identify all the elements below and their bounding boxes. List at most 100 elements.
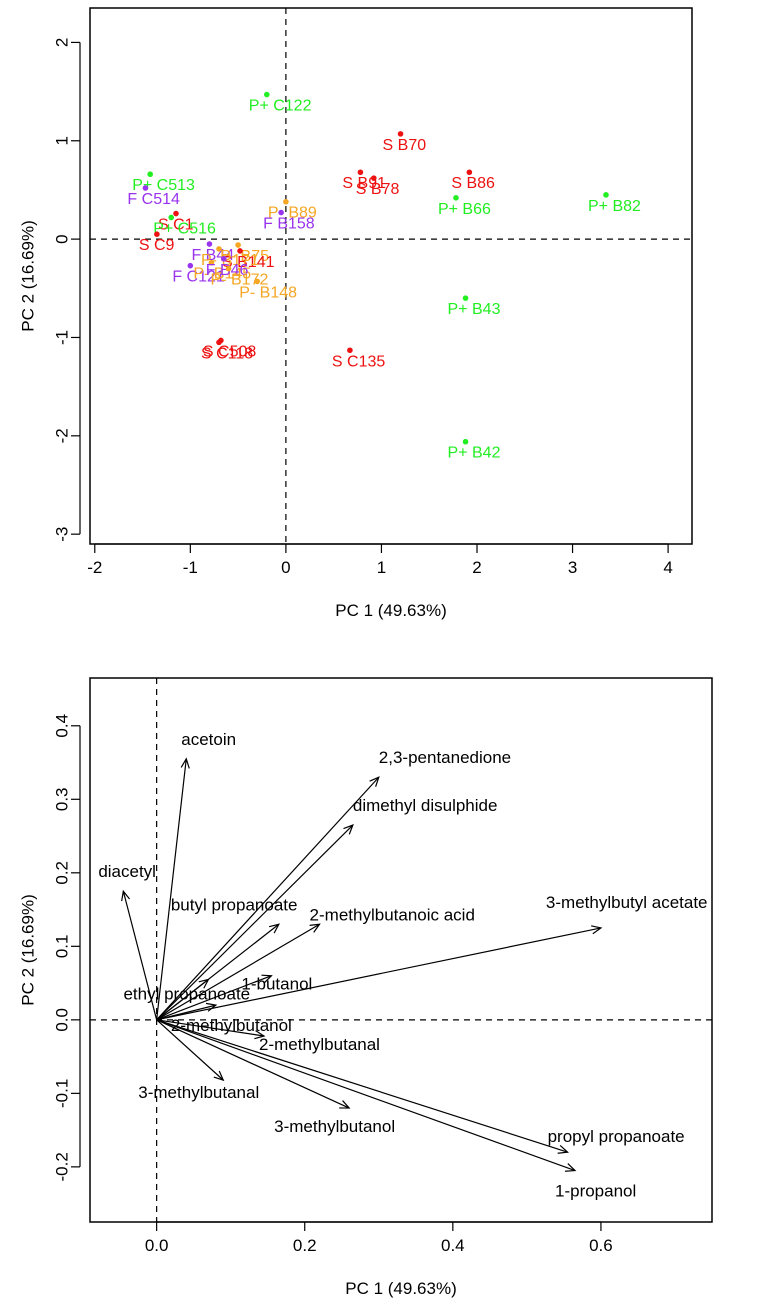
score-point-label: S C9 bbox=[139, 237, 175, 254]
loading-label: propyl propanoate bbox=[548, 1127, 685, 1146]
loading-arrowhead bbox=[213, 1070, 225, 1082]
loading-vector bbox=[122, 891, 158, 1020]
x-tick-label: 4 bbox=[663, 558, 672, 577]
loading-biplot: 0.0 0.2 0.4 0.6 -0.2 -0.1 0.0 0.1 0.2 0.3 0.4 PC 1 … bbox=[19, 677, 713, 1298]
score-point-label: P+ B66 bbox=[438, 201, 491, 218]
score-point-label: S B86 bbox=[451, 175, 495, 192]
score-point-label: P- B172 bbox=[211, 272, 269, 289]
loading-arrowhead bbox=[339, 1100, 351, 1109]
score-point bbox=[347, 347, 353, 354]
x-tick-label: -1 bbox=[183, 558, 198, 577]
loading-label: 3-methylbutyl acetate bbox=[546, 893, 708, 912]
loading-arrowhead bbox=[180, 757, 190, 769]
score-point bbox=[154, 231, 160, 238]
score-point bbox=[187, 262, 194, 269]
loading-vector bbox=[156, 1019, 224, 1081]
score-point bbox=[208, 259, 215, 266]
loading-vector bbox=[156, 975, 272, 1021]
score-point-label: F C121 bbox=[172, 269, 225, 286]
score-point bbox=[225, 265, 232, 272]
score-point bbox=[237, 248, 243, 254]
loading-label: acetoin bbox=[181, 730, 236, 749]
loading-vector bbox=[156, 1019, 576, 1172]
score-point bbox=[357, 169, 364, 176]
score-point-label: P+ B42 bbox=[448, 445, 501, 462]
loading-arrowhead bbox=[205, 1002, 218, 1012]
y-tick-label: -0.2 bbox=[53, 1152, 72, 1181]
loading-arrowhead bbox=[591, 925, 603, 935]
score-point bbox=[263, 91, 270, 98]
y-tick-label: 0.0 bbox=[53, 1008, 72, 1032]
loading-arrowhead bbox=[261, 974, 273, 984]
score-point-label: F C514 bbox=[127, 191, 180, 208]
score-point-label: S C508 bbox=[203, 343, 256, 360]
score-point-label: P- B145 bbox=[193, 266, 251, 283]
y-tick-label: 0.3 bbox=[53, 787, 72, 811]
loading-vector bbox=[156, 824, 354, 1021]
score-point bbox=[216, 339, 222, 346]
loading-arrowhead bbox=[121, 889, 131, 902]
score-point bbox=[278, 209, 284, 216]
score-point-label: S B141 bbox=[222, 254, 275, 271]
loading-vector bbox=[156, 978, 209, 1021]
loading-vector bbox=[156, 776, 380, 1021]
loading-label: 2,3-pentanedione bbox=[379, 748, 511, 767]
score-point-label: P+ B43 bbox=[448, 301, 501, 318]
score-point bbox=[371, 175, 377, 181]
score-point bbox=[283, 198, 289, 205]
score-point bbox=[147, 171, 153, 178]
x-tick-label: 0.4 bbox=[441, 1236, 465, 1255]
loading-arrowhead bbox=[369, 776, 380, 787]
score-point bbox=[453, 195, 459, 201]
score-point-label: P+ C122 bbox=[249, 98, 312, 115]
score-point-label: P- B89 bbox=[268, 205, 317, 222]
loading-arrowhead bbox=[309, 923, 321, 933]
loading-vector bbox=[156, 923, 320, 1021]
y-tick-label: 0 bbox=[53, 234, 72, 243]
score-point-label: P+ C513 bbox=[132, 177, 195, 194]
y-tick-label: 0.2 bbox=[53, 861, 72, 885]
y-tick-label: -1 bbox=[53, 330, 72, 345]
score-point bbox=[462, 438, 469, 445]
x-tick-label: -2 bbox=[87, 558, 102, 577]
score-point-label: P+ C516 bbox=[153, 220, 216, 237]
loading-label: 1-propanol bbox=[555, 1182, 636, 1201]
y-tick-label: 2 bbox=[53, 38, 72, 47]
y-tick-label: 0.4 bbox=[53, 714, 72, 738]
y-axis-label: PC 2 (16.69%) bbox=[19, 894, 38, 1006]
score-point bbox=[168, 214, 175, 221]
loading-label: 3-methylbutanal bbox=[138, 1083, 259, 1102]
y-tick-label: -0.1 bbox=[53, 1079, 72, 1108]
score-point bbox=[216, 246, 222, 252]
loading-label: 1-butanol bbox=[241, 975, 312, 994]
score-point-label: P+ B82 bbox=[588, 198, 641, 215]
x-tick-label: 0 bbox=[281, 558, 290, 577]
loading-label: 3-methylbutanol bbox=[274, 1117, 395, 1136]
score-point bbox=[466, 169, 473, 176]
loading-label: diacetyl bbox=[98, 862, 156, 881]
loading-vector bbox=[156, 758, 187, 1020]
loading-arrowhead bbox=[254, 1030, 266, 1040]
y-tick-label: 1 bbox=[53, 136, 72, 145]
score-point bbox=[462, 295, 469, 301]
x-axis-label: PC 1 (49.63%) bbox=[345, 1279, 457, 1298]
loading-arrowhead bbox=[557, 1145, 570, 1154]
score-point-label: P- B75 bbox=[220, 248, 269, 265]
score-point-label: S C135 bbox=[332, 353, 385, 370]
loading-vector bbox=[156, 1019, 265, 1037]
score-point bbox=[603, 192, 609, 198]
loading-label: 2-methylbutanoic acid bbox=[310, 905, 475, 924]
loading-label: butyl propanoate bbox=[171, 895, 298, 914]
x-axis-label: PC 1 (49.63%) bbox=[335, 601, 447, 620]
loading-label: 2-methylbutanol bbox=[171, 1016, 292, 1035]
score-point bbox=[235, 242, 241, 248]
score-point bbox=[220, 255, 227, 262]
score-point bbox=[142, 185, 149, 191]
x-tick-label: 0.6 bbox=[589, 1236, 613, 1255]
loading-arrowhead bbox=[343, 823, 354, 835]
score-point-label: P- B171 bbox=[201, 252, 259, 269]
x-tick-label: 2 bbox=[472, 558, 481, 577]
y-axis-label: PC 2 (16.69%) bbox=[19, 220, 38, 332]
loading-label: dimethyl disulphide bbox=[353, 796, 498, 815]
